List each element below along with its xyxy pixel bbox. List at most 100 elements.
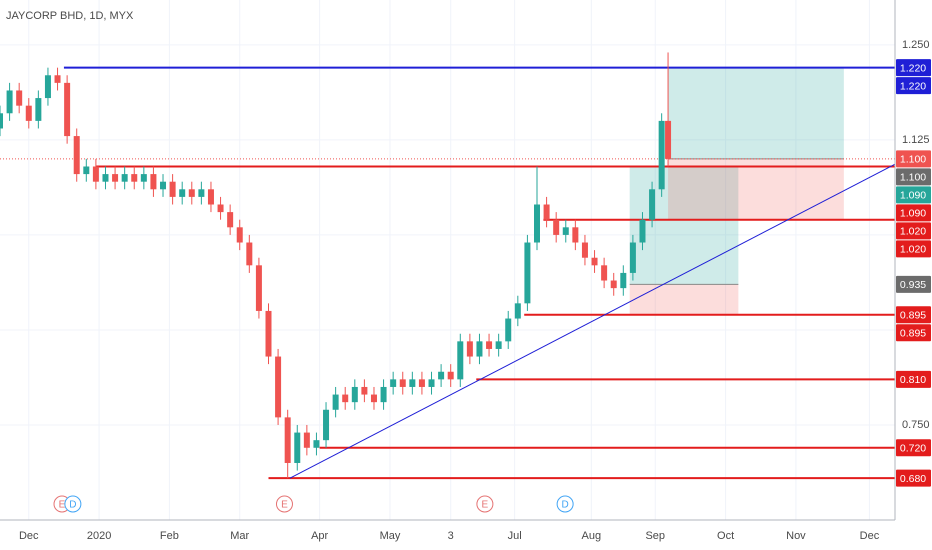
candle-body [0,113,3,129]
y-tick-label: 0.750 [902,419,930,431]
price-tag-label: 1.090 [900,190,926,202]
drawings [0,66,896,480]
candle-body [658,120,665,190]
candle-body [370,394,377,403]
candle-body [543,204,550,220]
candle-body [323,409,330,441]
candle-body [620,272,627,289]
candle-body [361,386,368,395]
candle-body [140,174,147,182]
candle-body [457,341,464,380]
price-tag-label: 1.220 [900,80,926,92]
price-tag [896,204,931,222]
price-tag [896,439,931,457]
event-label: D [562,500,569,511]
price-tag [896,275,931,293]
candle-body [25,105,32,121]
price-tag [896,370,931,388]
candle-body [351,386,358,403]
candle-body [236,227,243,243]
candle-body [160,181,167,190]
candle-body [112,174,119,182]
candle-body [217,204,224,213]
candle-body [514,303,521,319]
trend-line [289,163,896,479]
candle-body [227,212,234,228]
price-tag-label: 0.680 [900,473,926,485]
y-tick-label: 1.250 [902,39,930,51]
price-tag-label: 0.810 [900,374,926,386]
candle-body [486,341,493,349]
event-label: E [281,500,288,511]
x-tick-label: Mar [230,530,249,542]
candle-body [169,181,176,197]
x-tick-label: Aug [582,530,602,542]
candle-body [342,394,349,403]
candle-body [572,227,579,243]
candle-body [121,174,128,182]
event-marker [556,495,574,513]
chart-title: JAYCORP BHD, 1D, MYX [6,10,134,22]
price-tag [896,186,931,204]
x-tick-label: Nov [786,530,806,542]
price-tag [896,168,931,186]
price-tag-label: 0.895 [900,328,926,340]
price-tag [896,77,931,95]
price-tag [896,222,931,240]
candle-body [665,120,672,159]
candle-body [581,242,588,258]
candle-body [16,90,23,106]
candle-body [131,174,138,182]
candle-body [505,318,512,342]
candle-body [265,310,272,357]
price-tag-label: 1.220 [900,62,926,74]
candle-body [390,379,397,387]
candle-body [380,386,387,403]
price-tag-label: 1.020 [900,226,926,238]
candle-body [495,341,502,349]
candle-body [102,174,109,182]
x-tick-label: Oct [717,530,734,542]
candle-body [438,371,445,380]
candle-body [553,219,560,235]
x-tick-label: Dec [19,530,39,542]
candle-body [150,174,157,190]
event-marker [64,495,82,513]
x-tick-label: Dec [860,530,880,542]
candle-body [303,432,310,448]
x-tick-label: Apr [311,530,328,542]
price-tag [896,306,931,324]
price-tag-label: 1.090 [900,208,926,220]
price-tag [896,150,931,168]
price-tag [896,324,931,342]
x-tick-label: Feb [160,530,179,542]
candle-body [207,189,214,205]
candle-body [54,75,61,83]
candle-body [428,379,435,387]
candle-body [591,257,598,266]
candle-body [44,75,51,99]
candle-body [294,432,301,463]
candle-body [198,189,205,197]
axes: 0.7500.8751.0001.1251.250Dec2020FebMarAp… [19,39,931,542]
y-tick-label: 1.125 [902,134,930,146]
candle-body [649,189,656,220]
price-tag-label: 0.720 [900,443,926,455]
position-target-zone [629,166,739,285]
candle-body [179,189,186,197]
candle-body [6,90,13,114]
candle-body [447,371,454,380]
candle-body [601,265,608,281]
price-tag-label: 0.895 [900,310,926,322]
price-tag-label: 1.100 [900,172,926,184]
event-marker [275,495,293,513]
price-tag-label: 1.020 [900,244,926,256]
candle-body [418,379,425,387]
candle-body [284,417,291,463]
position-stop-zone [668,158,844,220]
x-tick-label: Jul [508,530,522,542]
candle-body [246,242,253,266]
price-tag-label: 0.935 [900,279,926,291]
candle-body [35,98,42,121]
